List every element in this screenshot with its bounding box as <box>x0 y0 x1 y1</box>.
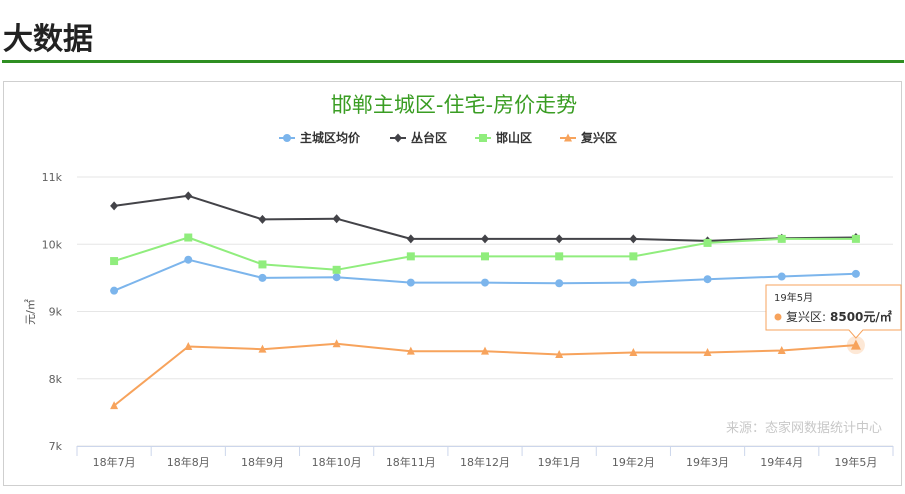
data-point <box>406 234 415 244</box>
y-tick-label: 8k <box>49 373 63 386</box>
data-point <box>184 233 193 242</box>
data-point <box>851 269 860 278</box>
data-point <box>555 234 564 244</box>
data-point <box>110 257 119 266</box>
legend-item[interactable]: 主城区均价 <box>279 130 361 145</box>
data-point <box>629 278 638 287</box>
chart-title: 邯郸主城区-住宅-房价走势 <box>331 93 577 117</box>
tooltip-value: 8500元/㎡ <box>830 309 892 324</box>
legend-marker <box>394 133 402 143</box>
data-point <box>703 275 712 284</box>
data-point <box>258 344 267 353</box>
y-axis: 7k 8k 9k 10k 11k <box>42 171 63 453</box>
x-tick-label: 18年9月 <box>241 455 284 469</box>
data-point <box>555 279 564 288</box>
tooltip-header: 19年5月 <box>774 291 813 304</box>
y-axis-label: 元/㎡ <box>24 299 37 325</box>
x-tick-label: 18年11月 <box>386 455 436 469</box>
legend-label: 主城区均价 <box>300 130 361 145</box>
x-axis: 18年7月 18年8月 18年9月 18年10月 18年11月 18年12月 19年1月 19… <box>76 446 894 469</box>
data-point <box>184 255 193 264</box>
x-tick-label: 18年10月 <box>312 455 362 469</box>
x-tick-label: 18年7月 <box>93 455 136 469</box>
hover-point <box>850 339 861 350</box>
y-tick-label: 7k <box>49 440 63 453</box>
legend-label: 丛台区 <box>411 130 447 145</box>
data-point <box>406 278 415 287</box>
y-tick-label: 11k <box>42 171 63 184</box>
data-point <box>481 234 489 244</box>
data-point <box>332 339 341 348</box>
section-title: 大数据 <box>3 22 93 57</box>
data-point <box>703 238 712 247</box>
legend-label: 邯山区 <box>496 130 532 145</box>
chart-frame <box>3 81 902 486</box>
source-note: 来源：态家网数据统计中心 <box>726 420 882 436</box>
x-tick-label: 18年8月 <box>167 455 210 469</box>
x-tick-label: 19年4月 <box>760 455 803 469</box>
series-3 <box>110 233 860 274</box>
data-point <box>555 350 564 359</box>
x-tick-label: 19年5月 <box>834 455 877 469</box>
data-point <box>777 234 786 243</box>
data-point <box>703 348 712 357</box>
legend-item[interactable]: 丛台区 <box>390 130 447 145</box>
legend-label: 复兴区 <box>580 130 617 145</box>
data-point <box>258 260 267 269</box>
data-point <box>481 346 489 355</box>
legend-marker <box>564 133 572 142</box>
series-1 <box>110 255 860 295</box>
series-layer <box>110 191 860 410</box>
series-2 <box>110 191 860 246</box>
data-point <box>184 341 193 350</box>
data-point <box>332 273 341 282</box>
chart-legend: 主城区均价 丛台区 邯山区 复兴区 <box>279 130 617 145</box>
section-divider <box>2 60 904 63</box>
data-point <box>481 252 489 261</box>
series-line <box>113 194 856 242</box>
x-tick-label: 19年2月 <box>612 455 655 469</box>
data-point <box>851 234 860 243</box>
legend-marker <box>479 134 487 142</box>
data-point <box>555 252 564 261</box>
data-point <box>332 265 341 274</box>
x-tick-label: 18年12月 <box>460 455 510 469</box>
x-tick-label: 19年3月 <box>686 455 729 469</box>
legend-item[interactable]: 邯山区 <box>475 130 532 145</box>
tooltip-box <box>765 284 902 339</box>
data-point <box>258 214 267 224</box>
data-point <box>481 278 489 287</box>
data-point <box>258 273 267 282</box>
y-tick-label: 10k <box>42 238 63 251</box>
x-tick-label: 19年1月 <box>538 455 581 469</box>
tooltip-dot <box>774 313 782 321</box>
data-point <box>629 348 638 357</box>
data-point <box>184 191 193 201</box>
data-point <box>110 286 119 295</box>
data-point <box>629 234 638 244</box>
data-point <box>777 346 786 355</box>
data-point <box>110 401 119 410</box>
data-point <box>110 201 119 211</box>
series-4 <box>110 339 860 410</box>
data-point <box>332 214 341 224</box>
legend-item[interactable]: 复兴区 <box>560 130 617 145</box>
legend-marker <box>283 134 291 142</box>
data-point <box>629 252 638 261</box>
data-point <box>777 272 786 281</box>
data-point <box>406 346 415 355</box>
y-tick-label: 9k <box>49 306 63 319</box>
data-point <box>406 252 415 261</box>
tooltip-series-label: 复兴区: <box>786 310 826 324</box>
